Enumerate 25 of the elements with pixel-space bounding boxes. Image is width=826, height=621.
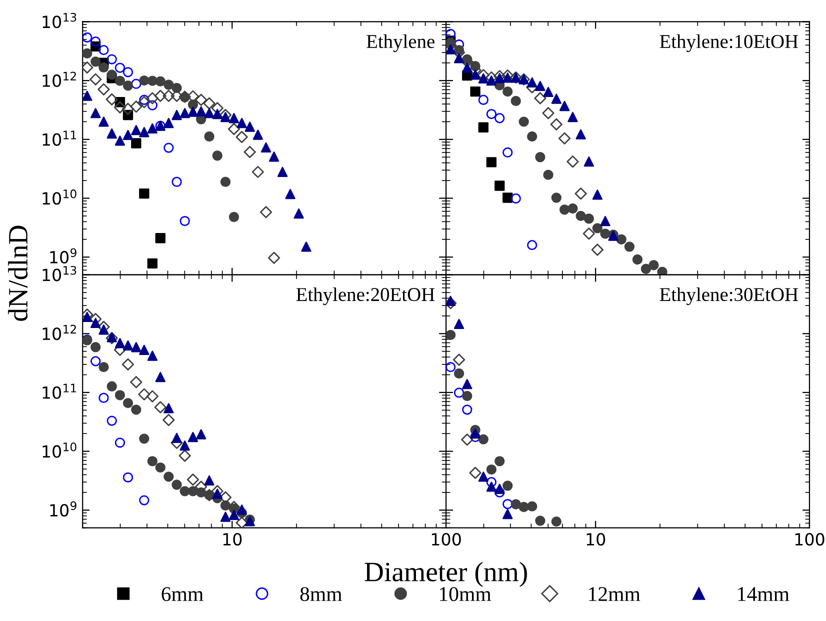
text: Ethylene — [366, 34, 434, 52]
y-tick-label: 10$^{11}$ — [42, 130, 76, 146]
x-tick-label: 100 — [795, 533, 824, 546]
x-tick-label: 100 — [432, 533, 461, 546]
y-axis-title: dN/dlnD — [8, 226, 28, 321]
y-tick-label: 10$^{10}$ — [42, 442, 76, 458]
y-tick-label: 10$^{13}$ — [42, 266, 76, 282]
y-tick-label: 10$^{11}$ — [42, 384, 76, 399]
legend-label: 6mm — [162, 587, 204, 602]
legend-label: 14mm — [738, 587, 790, 601]
legend-label: 12mm — [589, 587, 640, 601]
y-tick-label: 10$^{13}$ — [42, 12, 76, 28]
y-tick-label: 10$^{10}$ — [42, 189, 76, 205]
x-tick-label: 10 — [223, 533, 242, 546]
legend-label: 8mm — [300, 587, 342, 602]
x-tick-label: 10 — [586, 533, 606, 546]
y-tick-label: 10$^{9}$ — [50, 248, 76, 264]
text: Ethylene:10EtOH — [660, 34, 798, 52]
legend-label: 10mm — [440, 587, 492, 602]
y-tick-label: 10$^{12}$ — [42, 324, 76, 340]
text: Ethylene:30EtOH — [660, 287, 798, 306]
y-tick-label: 10$^{9}$ — [50, 501, 76, 517]
x-axis-title: Diameter (nm) — [364, 562, 527, 588]
y-tick-label: 10$^{12}$ — [42, 72, 76, 88]
text: Ethylene:20EtOH — [296, 287, 435, 306]
